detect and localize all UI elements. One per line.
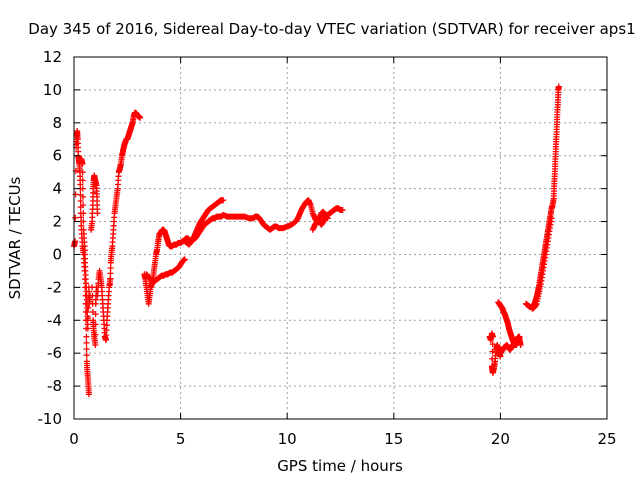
data-point-marker — [548, 215, 555, 222]
data-point-marker — [107, 281, 114, 288]
data-point-marker — [77, 198, 84, 204]
data-point-marker — [489, 333, 496, 340]
data-point-marker — [72, 238, 79, 245]
y-tick-label: 12 — [43, 48, 62, 66]
data-points-layer — [71, 83, 562, 398]
data-point-marker — [92, 331, 99, 338]
y-tick-label: 4 — [52, 180, 62, 198]
x-tick-label: 20 — [491, 430, 510, 448]
data-point-marker — [72, 214, 79, 221]
y-tick-label: 8 — [52, 114, 62, 132]
data-point-marker — [137, 114, 144, 121]
data-point-marker — [92, 321, 99, 328]
y-tick-label: 0 — [52, 245, 62, 263]
y-tick-label: -10 — [38, 410, 63, 428]
data-point-marker — [84, 325, 91, 332]
data-point-marker — [80, 210, 87, 217]
x-tick-label: 25 — [597, 430, 616, 448]
data-point-marker — [79, 177, 86, 184]
data-point-marker — [489, 348, 496, 355]
data-point-marker — [94, 210, 101, 217]
data-point-marker — [107, 270, 114, 277]
x-tick-label: 10 — [278, 430, 297, 448]
data-point-marker — [80, 193, 86, 200]
plot-frame — [73, 56, 608, 420]
data-point-marker — [85, 304, 92, 311]
data-point-marker — [79, 185, 86, 192]
y-tick-label: -8 — [47, 377, 62, 395]
data-point-marker — [80, 218, 87, 225]
data-point-marker — [181, 256, 188, 263]
y-tick-label: 6 — [52, 147, 62, 165]
x-tick-label: 15 — [384, 430, 403, 448]
data-point-marker — [85, 315, 92, 322]
data-point-marker — [107, 265, 114, 271]
ticks-layer — [73, 56, 608, 420]
data-point-marker — [79, 161, 86, 167]
y-tick-label: -6 — [47, 344, 62, 362]
data-point-marker — [83, 339, 90, 346]
x-tick-labels: 0 5 10 15 20 25 — [69, 430, 616, 448]
data-point-marker — [220, 197, 227, 204]
data-point-marker — [80, 202, 87, 209]
data-point-marker — [92, 342, 99, 348]
data-point-marker — [85, 391, 92, 398]
data-point-marker — [83, 346, 90, 353]
y-tick-label: 2 — [52, 213, 62, 231]
y-tick-label: -2 — [47, 278, 62, 296]
data-point-marker — [83, 333, 90, 340]
x-tick-label: 5 — [176, 430, 186, 448]
data-point-marker — [339, 207, 346, 213]
chart-title: Day 345 of 2016, Sidereal Day-to-day VTE… — [28, 20, 635, 38]
y-tick-label: 10 — [43, 81, 62, 99]
data-point-marker — [83, 352, 90, 359]
x-tick-label: 0 — [69, 430, 79, 448]
y-tick-label: -4 — [47, 311, 62, 329]
y-axis-label: SDTVAR / TECUs — [6, 176, 24, 299]
data-point-marker — [92, 311, 99, 318]
data-point-marker — [79, 169, 86, 176]
x-axis-label: GPS time / hours — [277, 457, 403, 475]
data-point-marker — [107, 275, 114, 282]
y-tick-labels: -10 -8 -6 -4 -2 0 2 4 6 8 10 12 — [38, 48, 63, 428]
grid-layer — [74, 57, 607, 419]
data-point-marker — [555, 83, 562, 90]
data-point-marker — [489, 341, 496, 348]
data-point-marker — [517, 342, 524, 348]
